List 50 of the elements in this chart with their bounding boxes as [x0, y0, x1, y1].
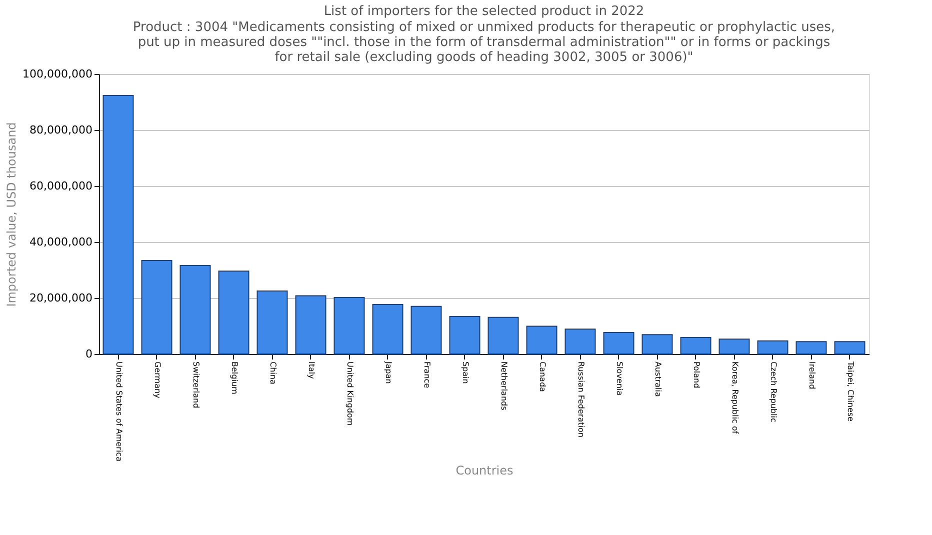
- x-tick-label: Japan: [384, 360, 393, 384]
- x-tick-label: Switzerland: [191, 362, 200, 408]
- x-tick-label: Belgium: [230, 362, 239, 395]
- y-tick-label: 20,000,000: [30, 292, 92, 304]
- y-tick-label: 60,000,000: [30, 180, 92, 192]
- x-tick-label: Netherlands: [499, 362, 508, 410]
- bar: [141, 260, 172, 354]
- x-tick-label: Slovenia: [614, 362, 624, 396]
- x-tick-label: Italy: [306, 362, 316, 380]
- bar: [295, 295, 326, 354]
- x-tick-label: Russian Federation: [576, 362, 586, 438]
- bar: [718, 338, 750, 354]
- bar: [102, 95, 134, 354]
- chart-title: List of importers for the selected product in 2022: [324, 4, 644, 19]
- bar: [256, 290, 288, 354]
- x-tick-label: United States of America: [114, 362, 124, 462]
- x-tick-label: France: [422, 362, 432, 388]
- x-tick-label: Australia: [653, 362, 662, 397]
- bar: [834, 341, 866, 354]
- y-tick-label: 80,000,000: [30, 124, 92, 136]
- bar: [449, 316, 480, 354]
- x-axis-title: Countries: [456, 463, 514, 478]
- bar: [180, 265, 211, 354]
- x-tick-label: Czech Republic: [768, 362, 778, 422]
- x-tick-label: Taipei, Chinese: [846, 360, 855, 422]
- y-axis-title: Imported value, USD thousand: [4, 122, 19, 307]
- x-tick-label: Korea, Republic of: [730, 362, 740, 434]
- bar: [218, 270, 250, 354]
- bar: [680, 336, 712, 354]
- x-tick-label: Ireland: [807, 362, 816, 390]
- bar: [488, 316, 519, 354]
- bar: [564, 328, 596, 354]
- x-tick-label: United Kingdom: [345, 362, 354, 426]
- x-tick-label: Spain: [460, 362, 470, 384]
- bar: [796, 341, 827, 354]
- x-tick-label: China: [268, 362, 278, 384]
- bar: [526, 326, 558, 354]
- bar: [757, 340, 788, 354]
- y-tick-label: 0: [86, 348, 92, 360]
- bar: [410, 306, 442, 354]
- bar: [372, 304, 404, 354]
- bar: [603, 332, 634, 354]
- y-tick-label: 100,000,000: [22, 68, 92, 80]
- x-tick-label: Germany: [152, 362, 162, 399]
- bar: [642, 334, 673, 354]
- chart-subtitle: Product : 3004 "Medicaments consisting of mixed or unmixed products for therapeutic or prophylactic uses, put up in measured doses ""incl. those in the form of transdermal administration"" or in forms or packings for retail sale (excluding goods of heading 3002, 3005 or 3006)": [132, 20, 836, 65]
- y-tick-label: 40,000,000: [30, 236, 92, 248]
- x-tick-label: Canada: [538, 362, 547, 392]
- bar: [334, 296, 365, 354]
- x-tick-label: Poland: [692, 362, 701, 388]
